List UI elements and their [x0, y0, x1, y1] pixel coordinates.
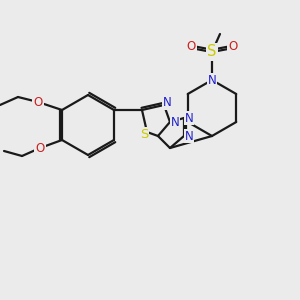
- Text: O: O: [35, 142, 45, 154]
- Text: N: N: [184, 112, 194, 124]
- Text: N: N: [171, 116, 179, 128]
- Text: O: O: [186, 40, 196, 53]
- Text: O: O: [33, 95, 43, 109]
- Text: S: S: [140, 128, 148, 142]
- Text: N: N: [208, 74, 216, 86]
- Text: S: S: [207, 44, 217, 59]
- Text: O: O: [228, 40, 238, 53]
- Text: N: N: [163, 97, 171, 110]
- Text: N: N: [184, 130, 194, 142]
